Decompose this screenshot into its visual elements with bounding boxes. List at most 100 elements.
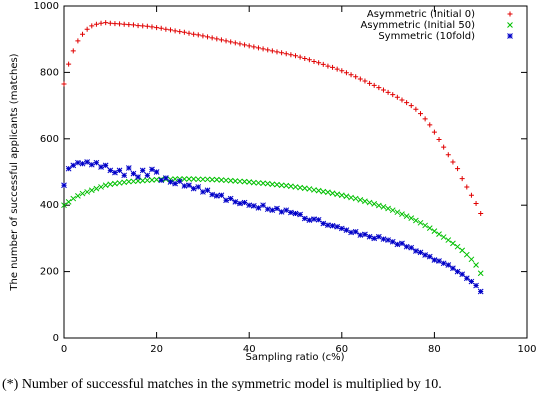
point [473, 201, 479, 207]
point [371, 82, 377, 88]
point [167, 179, 174, 185]
point [352, 195, 359, 202]
point [107, 20, 113, 26]
point [107, 181, 114, 188]
point [121, 179, 128, 186]
point [251, 44, 257, 50]
y-tick-label: 0 [53, 333, 59, 344]
point [279, 50, 285, 56]
point [367, 80, 373, 86]
x-tick-label: 80 [428, 344, 441, 355]
point [213, 193, 220, 199]
point [459, 271, 466, 278]
point [301, 215, 308, 222]
point [65, 199, 72, 205]
point [103, 20, 109, 26]
point [450, 265, 456, 272]
point [228, 39, 234, 45]
point [343, 70, 349, 76]
point [93, 159, 100, 166]
point [264, 206, 271, 213]
point [404, 100, 410, 106]
point [348, 72, 354, 78]
point [311, 58, 317, 64]
point [380, 204, 387, 210]
point [250, 203, 257, 209]
point [399, 97, 405, 103]
y-tick-label: 1000 [34, 1, 59, 12]
point [149, 24, 155, 30]
point [283, 207, 290, 214]
legend-marker [507, 33, 513, 39]
point [209, 176, 216, 183]
point [445, 237, 452, 243]
point [260, 180, 266, 187]
point [260, 202, 266, 209]
point [297, 211, 303, 218]
point [376, 85, 382, 91]
point [431, 257, 438, 263]
point [468, 256, 475, 263]
point [403, 213, 410, 220]
point [218, 177, 225, 183]
point [255, 205, 262, 211]
point [440, 260, 447, 267]
point [269, 207, 276, 214]
point [250, 179, 257, 186]
legend-label: Asymmetric (Initial 0) [367, 9, 475, 20]
point [181, 29, 187, 35]
point [181, 176, 188, 182]
point [255, 180, 262, 186]
point [153, 169, 160, 175]
point [403, 243, 410, 250]
point [325, 189, 331, 196]
point [209, 35, 215, 41]
point [464, 184, 470, 190]
point [463, 275, 470, 282]
legend-marker [507, 11, 513, 17]
point [278, 208, 285, 215]
point [158, 177, 165, 184]
point [140, 23, 146, 29]
point [362, 78, 368, 84]
point [436, 258, 442, 264]
point [375, 233, 382, 240]
point [440, 234, 447, 240]
point [422, 116, 428, 122]
point [371, 201, 378, 207]
point [477, 288, 484, 295]
caption: (*) Number of successful matches in the … [2, 377, 442, 392]
point [325, 222, 331, 228]
point [61, 182, 67, 189]
point [445, 262, 452, 268]
point [75, 193, 81, 199]
point [190, 176, 197, 182]
point [408, 244, 415, 251]
point [422, 252, 428, 258]
point [394, 241, 401, 248]
point [380, 236, 387, 242]
point [70, 48, 76, 54]
point [135, 174, 141, 180]
point [436, 136, 442, 142]
point [463, 251, 470, 258]
point [278, 182, 285, 189]
x-tick-label: 0 [61, 344, 67, 355]
point [186, 30, 192, 36]
point [394, 209, 401, 216]
point [200, 189, 206, 195]
point [130, 178, 137, 185]
point [195, 32, 201, 38]
point [61, 202, 67, 209]
point [468, 278, 475, 285]
point [329, 190, 336, 197]
point [389, 207, 396, 214]
point [274, 49, 280, 55]
point [399, 211, 405, 218]
point [98, 20, 104, 26]
point [413, 217, 419, 224]
x-tick-label: 20 [150, 344, 163, 355]
point [455, 166, 461, 172]
point [274, 205, 280, 212]
point [126, 22, 132, 28]
